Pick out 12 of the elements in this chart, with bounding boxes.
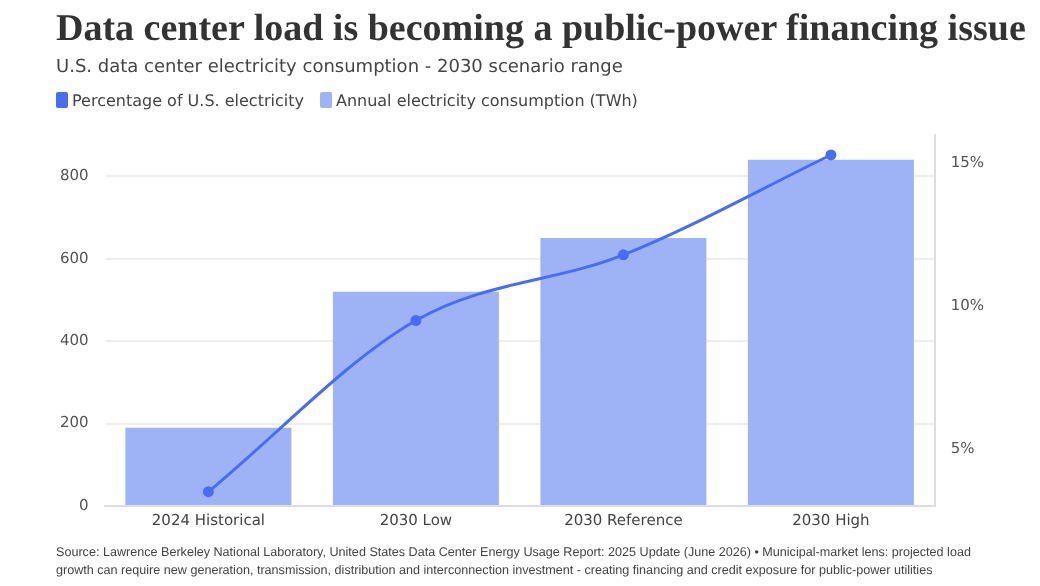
point xyxy=(825,149,837,161)
bar xyxy=(125,427,292,505)
bar xyxy=(540,238,707,505)
bar xyxy=(747,159,914,505)
point xyxy=(202,486,214,498)
point xyxy=(410,315,422,326)
chart-subtitle: U.S. data center electricity consumption - 2030 scenario range xyxy=(56,58,623,78)
point xyxy=(617,249,629,261)
chart-title: Data center load is becoming a public-power financing issue xyxy=(56,8,1026,52)
bar xyxy=(332,291,499,505)
legend-label: Percentage of U.S. electricity xyxy=(70,92,304,110)
legend-label: Annual electricity consumption (TWh) xyxy=(333,92,638,110)
